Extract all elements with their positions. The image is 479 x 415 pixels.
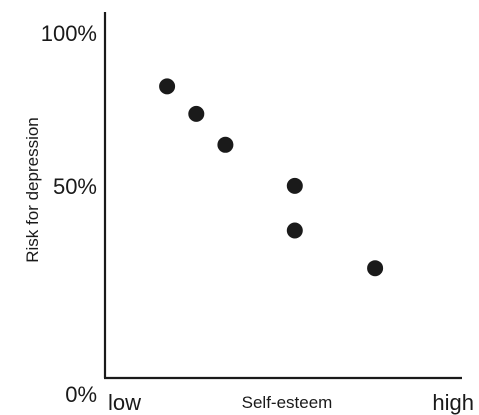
y-tick-label-0: 0% — [65, 382, 97, 407]
data-point-3 — [217, 136, 234, 153]
data-point-1 — [159, 78, 176, 95]
data-points — [159, 78, 384, 277]
data-point-5 — [286, 222, 303, 239]
data-point-2 — [188, 105, 205, 122]
x-axis-high-label: high — [432, 390, 474, 415]
x-axis-title: Self-esteem — [242, 393, 333, 412]
data-point-4 — [286, 177, 303, 194]
y-axis-title: Risk for depression — [23, 117, 42, 263]
y-tick-label-50: 50% — [53, 174, 97, 199]
y-tick-label-100: 100% — [41, 21, 97, 46]
data-point-6 — [367, 260, 384, 277]
x-axis-low-label: low — [108, 390, 141, 415]
